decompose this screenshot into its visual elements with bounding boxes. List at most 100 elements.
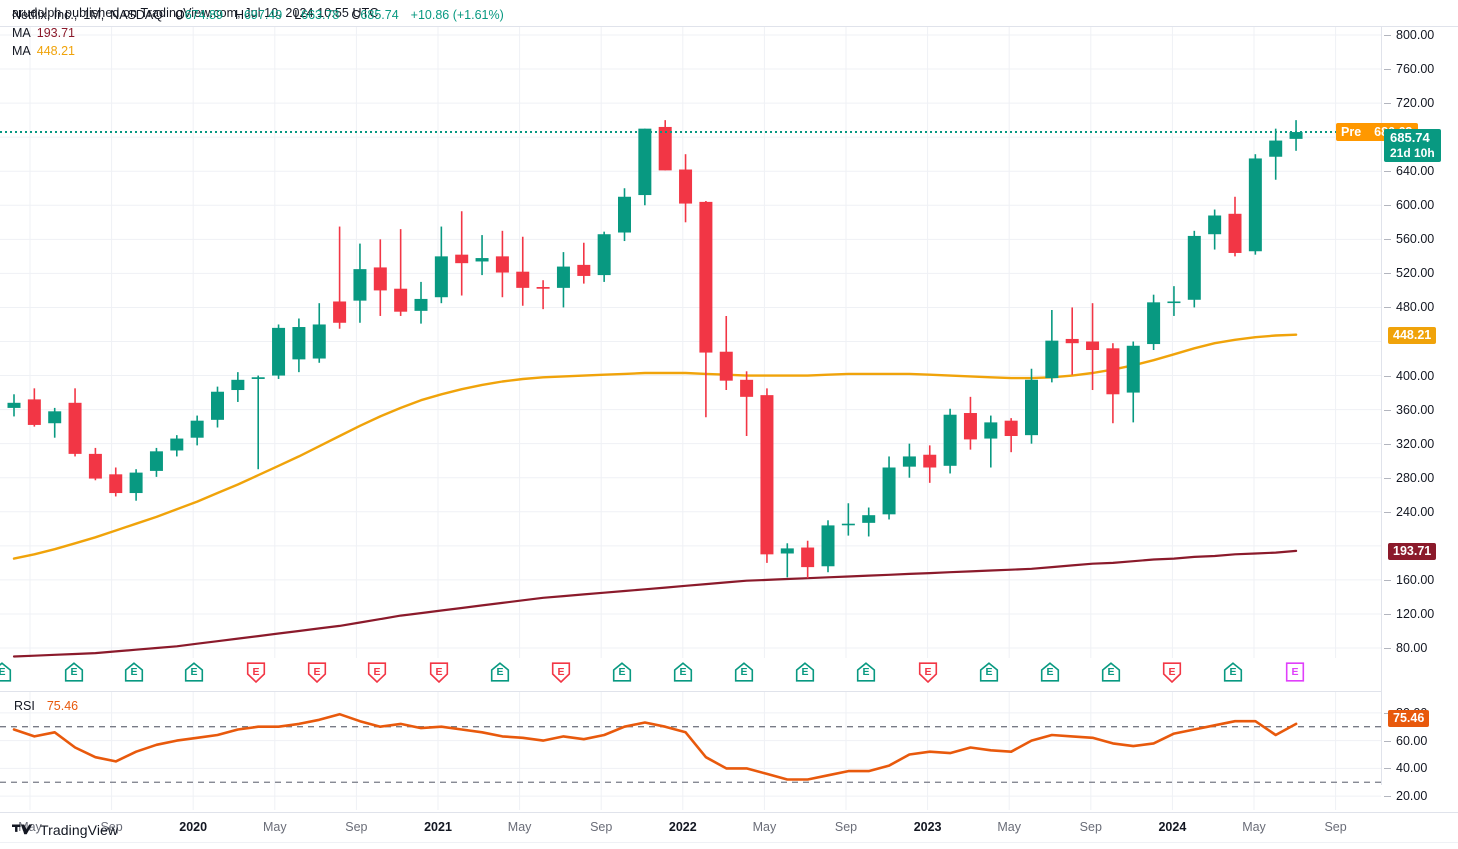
earnings-marker-letter: E (435, 666, 443, 679)
earnings-marker-letter: E (1168, 666, 1176, 679)
time-axis[interactable]: May Sep 2020 May Sep 2021 May Sep 2022 May Sep 2023… (0, 813, 1381, 843)
rsi-value-badge[interactable]: 75.46 (1388, 710, 1430, 728)
candlestick (455, 211, 469, 296)
earnings-marker-letter: E (801, 666, 809, 679)
earnings-marker[interactable]: E (795, 662, 815, 684)
price-tick-label: 80.00 (1396, 641, 1428, 655)
tradingview-logo[interactable]: TradingView (12, 822, 118, 838)
candlestick (821, 520, 835, 573)
candlestick (1289, 120, 1303, 151)
earnings-marker[interactable]: E (612, 662, 632, 684)
candlestick (984, 415, 998, 468)
candlestick (516, 236, 530, 306)
candlestick (658, 120, 672, 171)
earnings-marker[interactable]: E (856, 662, 876, 684)
price-tick-mark (1384, 409, 1391, 411)
candlestick (740, 371, 754, 437)
earnings-marker[interactable]: E (918, 662, 938, 684)
price-tick-mark (1384, 35, 1391, 36)
candlestick (902, 443, 916, 478)
candlestick (333, 226, 347, 329)
time-tick-label[interactable]: Sep (345, 820, 368, 834)
time-tick-label[interactable]: May (1242, 820, 1266, 834)
earnings-marker[interactable]: E (429, 662, 449, 684)
time-tick-label[interactable]: Sep (590, 820, 613, 834)
candlestick (27, 388, 41, 427)
ma1-price-badge[interactable]: 193.71 (1388, 543, 1437, 561)
legend-ma2-label: MA (12, 44, 31, 58)
earnings-marker[interactable]: E (1223, 662, 1243, 684)
earnings-marker[interactable]: E (124, 662, 144, 684)
time-tick-label[interactable]: Sep (834, 820, 858, 834)
candlestick (373, 239, 387, 316)
chart-legend[interactable]: Netflix, Inc., 1M, NASDAQ O 674.89 H 697.4… (12, 7, 504, 60)
candlestick (353, 243, 367, 323)
legend-ma2-row[interactable]: MA 448.21 (12, 43, 504, 60)
earnings-marker[interactable]: E (1101, 662, 1121, 684)
time-tick-label[interactable]: May (262, 820, 287, 834)
legend-ma1-value: 193.71 (36, 26, 75, 40)
candlestick (48, 407, 62, 438)
last-price-badge[interactable]: 685.74 21d 10h (1384, 129, 1441, 163)
candlestick (88, 447, 102, 481)
candlestick (1086, 303, 1100, 391)
price-tick-mark (1384, 205, 1391, 207)
earnings-marker[interactable]: E (734, 662, 754, 684)
price-tick-label: 280.00 (1396, 470, 1435, 485)
price-axis[interactable]: 800.00 760.00 720.00 640.00 600.00 560.00 520.… (1336, 27, 1458, 803)
price-tick-label: 160.00 (1396, 572, 1435, 587)
rsi-plot-area[interactable] (0, 692, 1381, 810)
price-tick-label: 120.00 (1396, 606, 1435, 621)
time-tick-label[interactable]: 2020 (179, 820, 208, 834)
time-tick-label[interactable]: 2024 (1158, 820, 1187, 834)
legend-symbol[interactable]: Netflix, Inc. (12, 8, 74, 22)
earnings-beat-icon (673, 662, 693, 682)
time-tick-label[interactable]: May (507, 820, 532, 834)
rsi-tick-label: 20.00 (1396, 789, 1428, 804)
earnings-marker-letter: E (70, 666, 78, 679)
earnings-marker[interactable]: E (246, 662, 266, 684)
time-tick-label[interactable]: 2022 (668, 820, 697, 834)
earnings-marker[interactable]: E (979, 662, 999, 684)
earnings-marker[interactable]: E (0, 662, 12, 684)
earnings-marker[interactable]: E (1040, 662, 1060, 684)
time-tick-label[interactable]: May (752, 820, 777, 834)
attribution-text: arudolph published on TradingView.com, J… (12, 6, 379, 20)
legend-low-value: 663.78 (301, 8, 340, 22)
time-tick-label[interactable]: Sep (1324, 820, 1347, 834)
earnings-marker[interactable]: E (490, 662, 510, 684)
earnings-marker[interactable]: E (673, 662, 693, 684)
legend-ma1-row[interactable]: MA 193.71 (12, 25, 504, 42)
price-tick-label: 600.00 (1396, 198, 1435, 213)
earnings-marker[interactable]: E (184, 662, 204, 684)
earnings-marker[interactable]: E (64, 662, 84, 684)
time-tick-label[interactable]: Sep (100, 820, 123, 834)
candlestick (1167, 286, 1181, 316)
legend-ma1-label: MA (12, 26, 31, 40)
earnings-beat-icon (734, 662, 754, 682)
candlestick (1187, 230, 1201, 308)
candlestick (312, 303, 326, 363)
earnings-miss-icon (551, 662, 571, 683)
rsi-legend[interactable]: RSI 75.46 (14, 699, 78, 714)
earnings-marker[interactable]: E (1285, 662, 1305, 684)
earnings-marker[interactable]: E (307, 662, 327, 684)
earnings-marker-letter: E (313, 666, 321, 679)
chart-frame: E E E E E E E E E E E E E E E E E E E E E E RSI 75.46 800.00 7… (0, 27, 1458, 843)
ma2-price-badge[interactable]: 448.21 (1388, 326, 1437, 344)
time-tick-label[interactable]: Sep (1079, 820, 1102, 834)
legend-interval[interactable]: 1M (83, 8, 101, 22)
price-plot-area[interactable] (0, 27, 1381, 658)
earnings-marker[interactable]: E (1162, 662, 1182, 684)
time-tick-label[interactable]: 2021 (424, 820, 452, 834)
earnings-marker[interactable]: E (367, 662, 387, 684)
candlestick (1208, 209, 1222, 250)
legend-open-value: 674.89 (184, 8, 223, 22)
candlestick (862, 507, 876, 537)
candlestick (963, 396, 977, 450)
earnings-marker[interactable]: E (551, 662, 571, 684)
time-tick-label[interactable]: 2023 (913, 820, 942, 834)
time-tick-label[interactable]: May (997, 820, 1021, 834)
